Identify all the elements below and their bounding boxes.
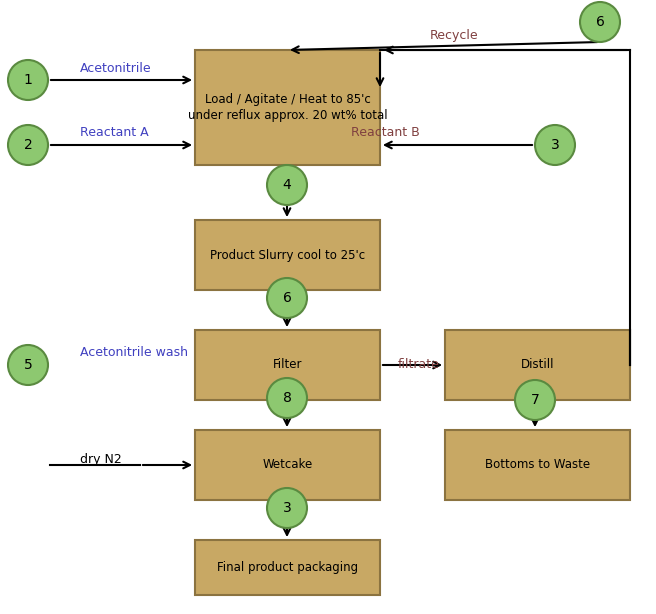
Text: 6: 6 (283, 291, 291, 305)
Text: Load / Agitate / Heat to 85'c
under reflux approx. 20 wt% total: Load / Agitate / Heat to 85'c under refl… (188, 93, 387, 122)
Circle shape (8, 345, 48, 385)
Bar (195, 50, 380, 165)
Circle shape (267, 488, 307, 528)
Text: Final product packaging: Final product packaging (217, 561, 358, 574)
Circle shape (267, 278, 307, 318)
Circle shape (267, 165, 307, 205)
Text: 1: 1 (24, 73, 32, 87)
Bar (195, 430, 380, 500)
Text: Filter: Filter (273, 359, 302, 371)
Text: Reactant B: Reactant B (351, 126, 420, 139)
Text: Acetonitrile: Acetonitrile (80, 61, 152, 74)
Text: 3: 3 (283, 501, 291, 515)
Text: 8: 8 (283, 391, 291, 405)
Text: dry N2: dry N2 (80, 454, 122, 467)
Circle shape (535, 125, 575, 165)
Bar (445, 430, 630, 500)
Text: Product Slurry cool to 25'c: Product Slurry cool to 25'c (210, 249, 365, 262)
Text: Recycle: Recycle (430, 28, 479, 42)
Text: Bottoms to Waste: Bottoms to Waste (485, 459, 590, 472)
Circle shape (8, 125, 48, 165)
Bar (195, 540, 380, 595)
Bar (195, 220, 380, 290)
Text: 3: 3 (550, 138, 560, 152)
Text: Distill: Distill (521, 359, 554, 371)
Circle shape (8, 60, 48, 100)
Text: 4: 4 (283, 178, 291, 192)
Circle shape (515, 380, 555, 420)
Bar (445, 330, 630, 400)
Text: filtrate: filtrate (398, 359, 440, 371)
Bar (195, 330, 380, 400)
Text: 6: 6 (596, 15, 604, 29)
Text: 2: 2 (24, 138, 32, 152)
Text: Acetonitrile wash: Acetonitrile wash (80, 346, 188, 360)
Circle shape (267, 378, 307, 418)
Text: Reactant A: Reactant A (80, 126, 149, 139)
Circle shape (580, 2, 620, 42)
Text: 7: 7 (531, 393, 539, 407)
Text: 5: 5 (24, 358, 32, 372)
Text: Wetcake: Wetcake (262, 459, 313, 472)
